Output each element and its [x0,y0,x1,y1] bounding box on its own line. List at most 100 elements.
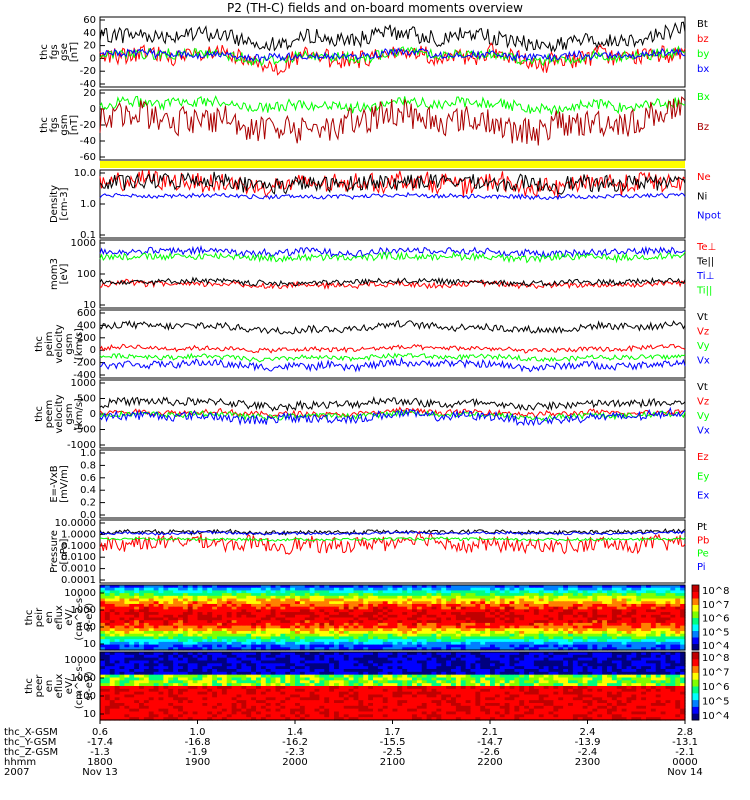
spectrogram-cell [650,609,657,613]
spectrogram-cell [295,674,301,679]
spectrogram-cell [143,688,150,693]
spectrogram-cell [616,614,623,619]
spectrogram-cell [621,625,628,629]
spectrogram-cell [558,669,564,673]
spectrogram-cell [490,612,496,616]
spectrogram-cell [480,603,486,608]
spectrogram-cell [163,669,169,673]
spectrogram-cell [192,654,199,659]
spectrogram-cell [231,636,238,640]
colorbar-band [692,598,699,605]
spectrogram-cell [275,622,281,627]
spectrogram-cell [182,598,189,602]
spectrogram-cell [280,654,286,659]
spectrogram-cell [421,680,428,684]
spectrogram-cell [309,612,316,616]
spectrogram-cell [543,585,550,589]
spectrogram-cell [621,686,628,690]
spectrogram-cell [373,603,379,608]
spectrogram-cell [548,612,554,616]
spectrogram-cell [529,617,535,621]
spectrogram-cell [485,606,491,610]
spectrogram-cell [290,677,296,681]
spectrogram-cell [270,674,277,679]
spectrogram-cell [451,671,457,676]
spectrogram-cell [114,590,121,594]
spectrogram-cell [348,598,355,602]
spectrogram-cell [163,609,169,613]
spectrogram-cell [485,691,491,696]
spectrogram-cell [182,663,189,667]
spectrogram-cell [119,606,125,610]
spectrogram-cell [509,644,515,648]
spectrogram-cell [221,694,228,698]
spectrogram-cell [353,644,359,648]
spectrogram-cell [670,666,676,670]
spectrogram-cell [295,657,301,662]
spectrogram-cell [470,660,476,664]
spectrogram-cell [182,641,189,646]
spectrogram-cell [363,636,369,640]
spectrogram-cell [587,639,593,643]
spectrogram-cell [470,694,476,698]
spectrogram-cell [568,694,574,698]
spectrogram-cell [246,614,252,619]
spectrogram-cell [655,644,662,648]
spectrogram-cell [114,686,121,690]
spectrogram-cell [163,625,169,629]
spectrogram-cell [543,631,550,635]
spectrogram-cell [368,633,374,638]
spectrogram-cell [104,663,111,667]
spectrogram-cell [655,614,662,619]
spectrogram-cell [163,688,169,693]
spectrogram-cell [597,644,603,648]
spectrogram-cell [680,639,686,643]
spectrogram-cell [509,590,515,594]
spectrogram-cell [143,641,150,646]
spectrogram-cell [675,593,681,597]
spectrogram-cell [212,601,218,605]
spectrogram-cell [504,652,511,656]
spectrogram-cell [236,641,242,646]
spectrogram-cell [670,622,676,627]
spectrogram-cell [582,688,589,693]
spectrogram-cell [358,686,364,690]
spectrogram-cell [207,598,213,602]
spectrogram-cell [412,674,418,679]
spectrogram-cell [553,631,559,635]
spectrogram-cell [465,603,472,608]
spectrogram-cell [382,641,389,646]
spectrogram-cell [329,694,335,698]
spectrogram-cell [251,625,257,629]
spectrogram-cell [114,628,121,632]
spectrogram-cell [533,606,540,610]
y-axis-label: fgs [49,44,60,59]
spectrogram-cell [597,688,603,693]
spectrogram-cell [270,606,277,610]
spectrogram-cell [285,657,291,662]
spectrogram-cell [519,669,525,673]
spectrogram-cell [363,694,369,698]
spectrogram-cell [187,631,194,635]
spectrogram-cell [572,669,579,673]
spectrogram-cell [592,625,598,629]
spectrogram-cell [260,691,267,696]
spectrogram-cell [275,686,281,690]
spectrogram-cell [602,683,608,687]
spectrogram-cell [577,595,584,600]
spectrogram-cell [280,598,286,602]
spectrogram-cell [119,663,125,667]
spectrogram-cell [217,625,223,629]
spectrogram-cell [460,686,467,690]
spectrogram-cell [368,587,374,592]
spectrogram-cell [309,691,316,696]
spectrogram-cell [153,663,160,667]
spectrogram-cell [280,652,286,656]
spectrogram-cell [114,609,121,613]
spectrogram-cell [392,644,398,648]
spectrogram-cell [148,686,155,690]
spectrogram-cell [397,674,403,679]
spectrogram-cell [290,666,296,670]
spectrogram-cell [514,660,520,664]
spectrogram-cell [275,666,281,670]
